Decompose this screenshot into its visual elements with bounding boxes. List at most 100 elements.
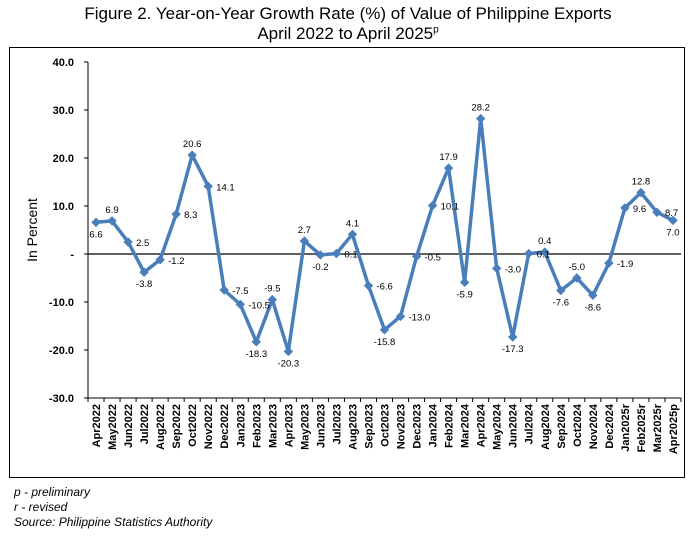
chart-area xyxy=(9,47,685,478)
data-label: -7.6 xyxy=(553,297,569,308)
source-note: Source: Philippine Statistics Authority xyxy=(14,515,213,529)
data-point xyxy=(235,299,245,310)
y-tick-label: -10.0 xyxy=(49,297,74,309)
x-tick-label: Jun2024 xyxy=(508,403,520,448)
data-label: -20.3 xyxy=(278,358,300,369)
data-label: -3.8 xyxy=(136,279,152,290)
y-tick-label: 30.0 xyxy=(53,105,74,117)
x-tick-label: Jul2024 xyxy=(524,403,536,444)
data-label: 4.1 xyxy=(346,218,359,229)
data-label: -6.6 xyxy=(376,282,392,293)
data-point xyxy=(315,250,326,260)
note-preliminary: p - preliminary xyxy=(14,485,91,499)
data-label: -8.6 xyxy=(585,302,601,313)
y-tick-label: 40.0 xyxy=(53,57,74,69)
x-tick-label: Apr2023 xyxy=(283,404,295,447)
data-label: 0.1 xyxy=(344,250,357,261)
data-point xyxy=(219,285,229,295)
x-tick-label: Jun2022 xyxy=(123,404,135,448)
data-label: 8.7 xyxy=(665,208,678,219)
data-point xyxy=(459,277,470,288)
x-tick-label: Mar2024 xyxy=(460,403,472,448)
data-point xyxy=(251,337,261,347)
data-label: -17.3 xyxy=(502,344,524,355)
x-tick-label: Aug2023 xyxy=(347,404,359,450)
x-tick-label: Feb2025r xyxy=(636,403,648,452)
x-tick-label: Sep2024 xyxy=(556,403,568,449)
x-tick-label: Jul2023 xyxy=(331,404,343,444)
data-point xyxy=(139,267,149,277)
x-tick-label: Jan2025r xyxy=(620,403,632,451)
data-point xyxy=(107,216,117,226)
data-label: 8.3 xyxy=(184,210,197,221)
y-tick-label: 20.0 xyxy=(53,153,74,165)
data-label: -0.2 xyxy=(312,262,328,273)
x-tick-label: May2022 xyxy=(107,404,119,450)
note-revised: r - revised xyxy=(14,500,68,514)
x-tick-label: Sep2022 xyxy=(171,404,183,449)
data-point xyxy=(123,237,133,247)
data-point xyxy=(604,258,614,268)
data-label: 6.9 xyxy=(105,205,118,216)
data-label: -7.5 xyxy=(232,286,248,297)
data-label: 9.6 xyxy=(633,204,646,215)
y-axis-label: In Percent xyxy=(24,198,40,262)
data-point xyxy=(395,311,406,322)
x-tick-label: May2023 xyxy=(299,404,311,450)
data-label: 0.4 xyxy=(538,236,551,247)
data-point xyxy=(267,294,278,305)
data-label: -18.3 xyxy=(245,349,267,360)
x-tick-label: Jul2022 xyxy=(139,404,151,444)
data-label: 12.8 xyxy=(632,177,651,188)
data-label: 20.6 xyxy=(183,139,202,150)
x-tick-label: Dec2023 xyxy=(412,404,424,449)
data-point xyxy=(475,113,486,124)
data-label: -0.5 xyxy=(425,252,441,263)
data-label: 0.1 xyxy=(537,250,550,261)
data-point xyxy=(411,251,422,262)
series-line xyxy=(94,116,675,354)
data-label: 6.6 xyxy=(89,229,102,240)
data-point xyxy=(572,273,582,283)
data-point xyxy=(443,163,454,173)
data-point xyxy=(491,263,502,274)
data-label: 17.9 xyxy=(439,152,458,163)
data-point xyxy=(363,280,374,291)
data-label: -15.8 xyxy=(374,337,396,348)
data-label: -13.0 xyxy=(409,312,431,323)
line-chart: 40.0 30.0 20.0 10.0 - -10.0 -20.0 -30.0 In Perce… xyxy=(24,57,682,454)
data-point xyxy=(508,332,518,342)
x-tick-label: Feb2024 xyxy=(444,403,456,448)
data-point xyxy=(187,150,197,160)
data-label: 10.1 xyxy=(441,202,460,213)
data-label: -5.9 xyxy=(456,289,472,300)
data-point xyxy=(540,247,550,257)
data-point xyxy=(668,215,678,226)
data-point xyxy=(379,325,390,335)
data-label: -1.9 xyxy=(617,259,633,270)
data-point xyxy=(171,209,181,219)
x-tick-label: Apr2024 xyxy=(476,403,488,447)
data-point xyxy=(331,248,342,259)
data-label: 14.1 xyxy=(216,182,235,193)
data-label: -5.0 xyxy=(569,262,585,273)
data-point xyxy=(155,255,165,265)
y-tick-label: 10.0 xyxy=(53,201,74,213)
y-tick-label: - xyxy=(70,249,74,261)
x-tick-label: Jun2023 xyxy=(315,404,327,448)
data-point xyxy=(588,290,598,300)
data-point xyxy=(203,181,213,192)
data-label: 28.2 xyxy=(471,103,490,114)
data-point xyxy=(427,200,438,211)
x-tick-label: Apr2022 xyxy=(91,404,103,447)
data-point xyxy=(283,346,294,357)
data-label: 7.0 xyxy=(666,227,679,238)
data-point xyxy=(347,229,358,240)
data-point xyxy=(620,203,630,213)
x-tick-label: Apr2025p xyxy=(668,404,680,454)
data-label: -9.5 xyxy=(264,284,280,295)
x-tick-label: Oct2022 xyxy=(187,404,199,447)
x-tick-label: Nov2022 xyxy=(203,404,215,449)
y-tick-label: -30.0 xyxy=(49,393,74,405)
x-tick-label: Aug2024 xyxy=(540,403,552,450)
